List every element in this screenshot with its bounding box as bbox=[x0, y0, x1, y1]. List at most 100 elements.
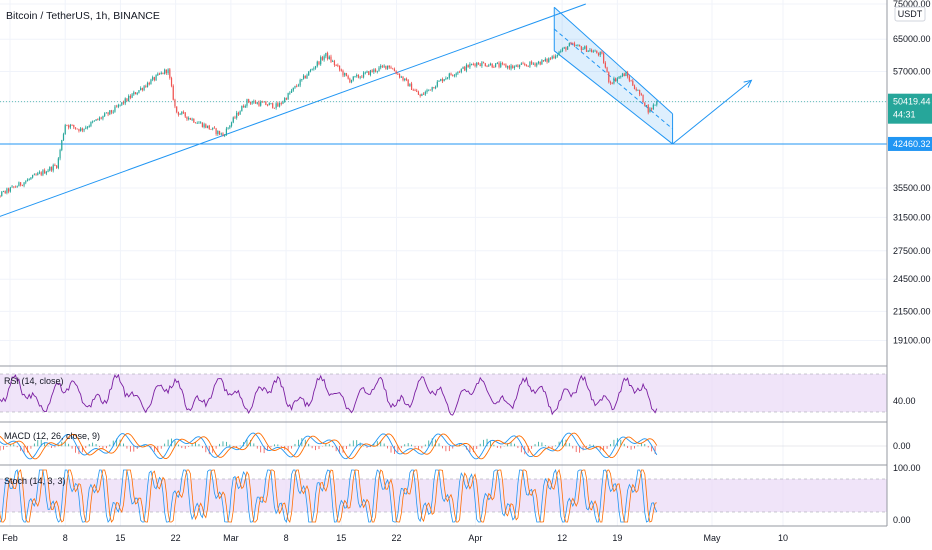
candle-body[interactable] bbox=[630, 80, 632, 82]
candle-body[interactable] bbox=[570, 43, 572, 44]
candle-body[interactable] bbox=[102, 116, 104, 119]
candle-body[interactable] bbox=[158, 73, 161, 75]
candle-body[interactable] bbox=[136, 92, 138, 95]
candle-body[interactable] bbox=[13, 186, 15, 188]
candle-body[interactable] bbox=[246, 99, 248, 106]
candle-body[interactable] bbox=[59, 150, 61, 159]
candle-body[interactable] bbox=[289, 92, 291, 94]
candle-body[interactable] bbox=[299, 79, 301, 86]
candle-body[interactable] bbox=[573, 43, 576, 46]
candle-body[interactable] bbox=[229, 125, 231, 128]
candle-body[interactable] bbox=[285, 98, 288, 100]
candle-body[interactable] bbox=[453, 75, 456, 77]
candle-body[interactable] bbox=[369, 70, 372, 75]
candle-body[interactable] bbox=[620, 76, 622, 78]
candle-body[interactable] bbox=[381, 65, 384, 67]
channel-upper-line[interactable] bbox=[553, 6, 673, 115]
candle-body[interactable] bbox=[549, 58, 552, 60]
candle-body[interactable] bbox=[385, 65, 387, 69]
candle-body[interactable] bbox=[356, 74, 358, 77]
candle-body[interactable] bbox=[107, 112, 109, 115]
candle-body[interactable] bbox=[486, 66, 488, 67]
candle-body[interactable] bbox=[306, 75, 308, 79]
candle-body[interactable] bbox=[16, 186, 18, 188]
candle-body[interactable] bbox=[241, 105, 243, 112]
candle-body[interactable] bbox=[69, 124, 71, 128]
candle-body[interactable] bbox=[76, 128, 78, 130]
candle-body[interactable] bbox=[277, 103, 279, 107]
candle-body[interactable] bbox=[402, 76, 404, 81]
candle-body[interactable] bbox=[122, 102, 125, 104]
candle-body[interactable] bbox=[222, 133, 224, 136]
candle-body[interactable] bbox=[531, 61, 533, 64]
candle-body[interactable] bbox=[320, 57, 322, 65]
candle-body[interactable] bbox=[93, 120, 95, 122]
candle-body[interactable] bbox=[242, 105, 245, 108]
candle-body[interactable] bbox=[80, 128, 82, 132]
candle-body[interactable] bbox=[434, 86, 437, 89]
candle-body[interactable] bbox=[390, 67, 392, 69]
stoch-k-line[interactable] bbox=[0, 468, 658, 523]
candle-body[interactable] bbox=[205, 124, 207, 128]
projection-arrow-line[interactable] bbox=[672, 79, 752, 145]
candle-body[interactable] bbox=[145, 86, 147, 87]
candle-body[interactable] bbox=[165, 69, 167, 73]
candle-body[interactable] bbox=[160, 72, 162, 75]
candle-body[interactable] bbox=[647, 105, 649, 113]
candle-body[interactable] bbox=[438, 80, 440, 82]
candle-body[interactable] bbox=[484, 63, 486, 67]
candle-body[interactable] bbox=[174, 99, 176, 107]
candle-body[interactable] bbox=[296, 85, 298, 87]
candle-body[interactable] bbox=[544, 58, 546, 61]
candle-body[interactable] bbox=[282, 101, 284, 104]
candle-body[interactable] bbox=[477, 62, 480, 65]
candle-body[interactable] bbox=[393, 68, 396, 72]
candle-body[interactable] bbox=[340, 69, 342, 71]
candle-body[interactable] bbox=[95, 119, 97, 121]
candle-body[interactable] bbox=[424, 91, 426, 95]
candle-body[interactable] bbox=[335, 64, 337, 66]
candle-body[interactable] bbox=[37, 173, 39, 175]
candle-body[interactable] bbox=[344, 73, 346, 76]
candle-body[interactable] bbox=[38, 172, 41, 174]
candle-body[interactable] bbox=[71, 124, 73, 126]
candle-body[interactable] bbox=[100, 117, 102, 119]
candle-body[interactable] bbox=[134, 92, 137, 95]
candle-body[interactable] bbox=[332, 61, 334, 62]
candle-body[interactable] bbox=[50, 167, 53, 171]
candle-body[interactable] bbox=[273, 107, 276, 109]
candle-body[interactable] bbox=[585, 46, 588, 52]
candle-body[interactable] bbox=[261, 101, 264, 103]
candle-body[interactable] bbox=[248, 99, 250, 103]
candle-body[interactable] bbox=[440, 79, 442, 81]
candle-body[interactable] bbox=[88, 126, 90, 128]
candle-body[interactable] bbox=[597, 53, 600, 56]
candle-body[interactable] bbox=[294, 85, 296, 88]
candle-body[interactable] bbox=[116, 106, 118, 108]
candle-body[interactable] bbox=[441, 79, 444, 82]
candle-body[interactable] bbox=[462, 66, 464, 69]
candle-body[interactable] bbox=[457, 71, 459, 74]
candle-body[interactable] bbox=[256, 102, 258, 104]
candle-body[interactable] bbox=[364, 72, 366, 74]
candle-body[interactable] bbox=[133, 92, 135, 95]
candle-body[interactable] bbox=[565, 47, 567, 50]
candle-body[interactable] bbox=[176, 106, 178, 112]
candle-body[interactable] bbox=[321, 57, 324, 60]
candle-body[interactable] bbox=[254, 101, 257, 104]
candle-body[interactable] bbox=[215, 128, 217, 134]
candle-body[interactable] bbox=[507, 66, 509, 68]
candle-body[interactable] bbox=[505, 64, 507, 68]
candle-body[interactable] bbox=[455, 73, 457, 76]
candle-body[interactable] bbox=[380, 65, 382, 68]
candle-body[interactable] bbox=[236, 112, 238, 118]
candle-body[interactable] bbox=[452, 75, 454, 76]
candle-body[interactable] bbox=[6, 188, 8, 193]
candle-body[interactable] bbox=[354, 76, 356, 77]
candle-body[interactable] bbox=[272, 103, 274, 108]
candle-body[interactable] bbox=[325, 52, 327, 57]
candle-body[interactable] bbox=[428, 89, 430, 91]
candle-body[interactable] bbox=[47, 170, 49, 172]
candle-body[interactable] bbox=[656, 101, 658, 105]
candle-body[interactable] bbox=[126, 98, 128, 102]
